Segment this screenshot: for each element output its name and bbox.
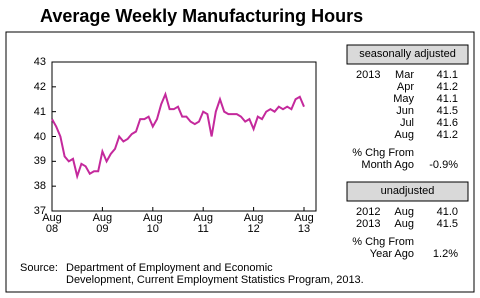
- row-month: Aug: [394, 206, 414, 218]
- y-tick-label: 43: [33, 56, 46, 68]
- source-text: Development, Current Employment Statisti…: [66, 274, 364, 286]
- row-month: Jul: [399, 117, 414, 129]
- change-label: % Chg From: [352, 147, 414, 159]
- row-month: Jun: [396, 105, 414, 117]
- x-tick-label: Aug 10: [143, 212, 163, 235]
- row-value: 41.1: [436, 69, 458, 81]
- source-text: Department of Employment and Economic: [66, 262, 273, 274]
- y-tick-label: 40: [33, 130, 46, 143]
- row-year: 2013: [356, 218, 381, 230]
- y-tick-label: 42: [33, 80, 46, 93]
- row-year: 2012: [356, 206, 381, 218]
- change-value: -0.9%: [429, 159, 458, 171]
- row-month: Aug: [394, 129, 414, 141]
- row-month: Mar: [395, 69, 414, 81]
- row-value: 41.1: [436, 93, 458, 105]
- row-value: 41.6: [436, 117, 458, 129]
- row-month: May: [393, 93, 414, 105]
- row-value: 41.5: [436, 218, 458, 230]
- x-tick-label: Aug 13: [294, 212, 314, 235]
- header-box: [346, 181, 469, 202]
- x-tick-label: Aug 08: [42, 212, 62, 235]
- y-tick-label: 41: [33, 105, 46, 118]
- outer-frame: [5, 31, 475, 293]
- row-value: 41.2: [436, 129, 458, 141]
- x-tick-label: Aug 11: [193, 212, 213, 235]
- y-tick-label: 38: [33, 180, 46, 193]
- row-value: 41.2: [436, 81, 458, 93]
- header-box: [346, 44, 469, 65]
- row-year: 2013: [356, 69, 381, 81]
- y-tick-label: 37: [33, 205, 46, 217]
- row-value: 41.0: [436, 206, 458, 218]
- plot-frame: [51, 61, 317, 212]
- row-month: Aug: [394, 218, 414, 230]
- line-series: [51, 91, 305, 180]
- x-tick-label: Aug 12: [243, 212, 264, 235]
- change-label: Year Ago: [369, 248, 414, 260]
- row-value: 41.5: [436, 105, 458, 117]
- panel-header: seasonally adjusted: [359, 48, 456, 60]
- row-month: Apr: [396, 81, 414, 93]
- change-label: Month Ago: [361, 159, 414, 171]
- change-label: % Chg From: [352, 236, 414, 248]
- change-value: 1.2%: [432, 248, 458, 260]
- x-tick-label: Aug 09: [92, 212, 113, 235]
- panel-header: unadjusted: [380, 185, 435, 197]
- chart-title: Average Weekly Manufacturing Hours: [40, 6, 364, 26]
- source-label: Source:: [20, 262, 58, 274]
- y-tick-label: 39: [33, 155, 46, 168]
